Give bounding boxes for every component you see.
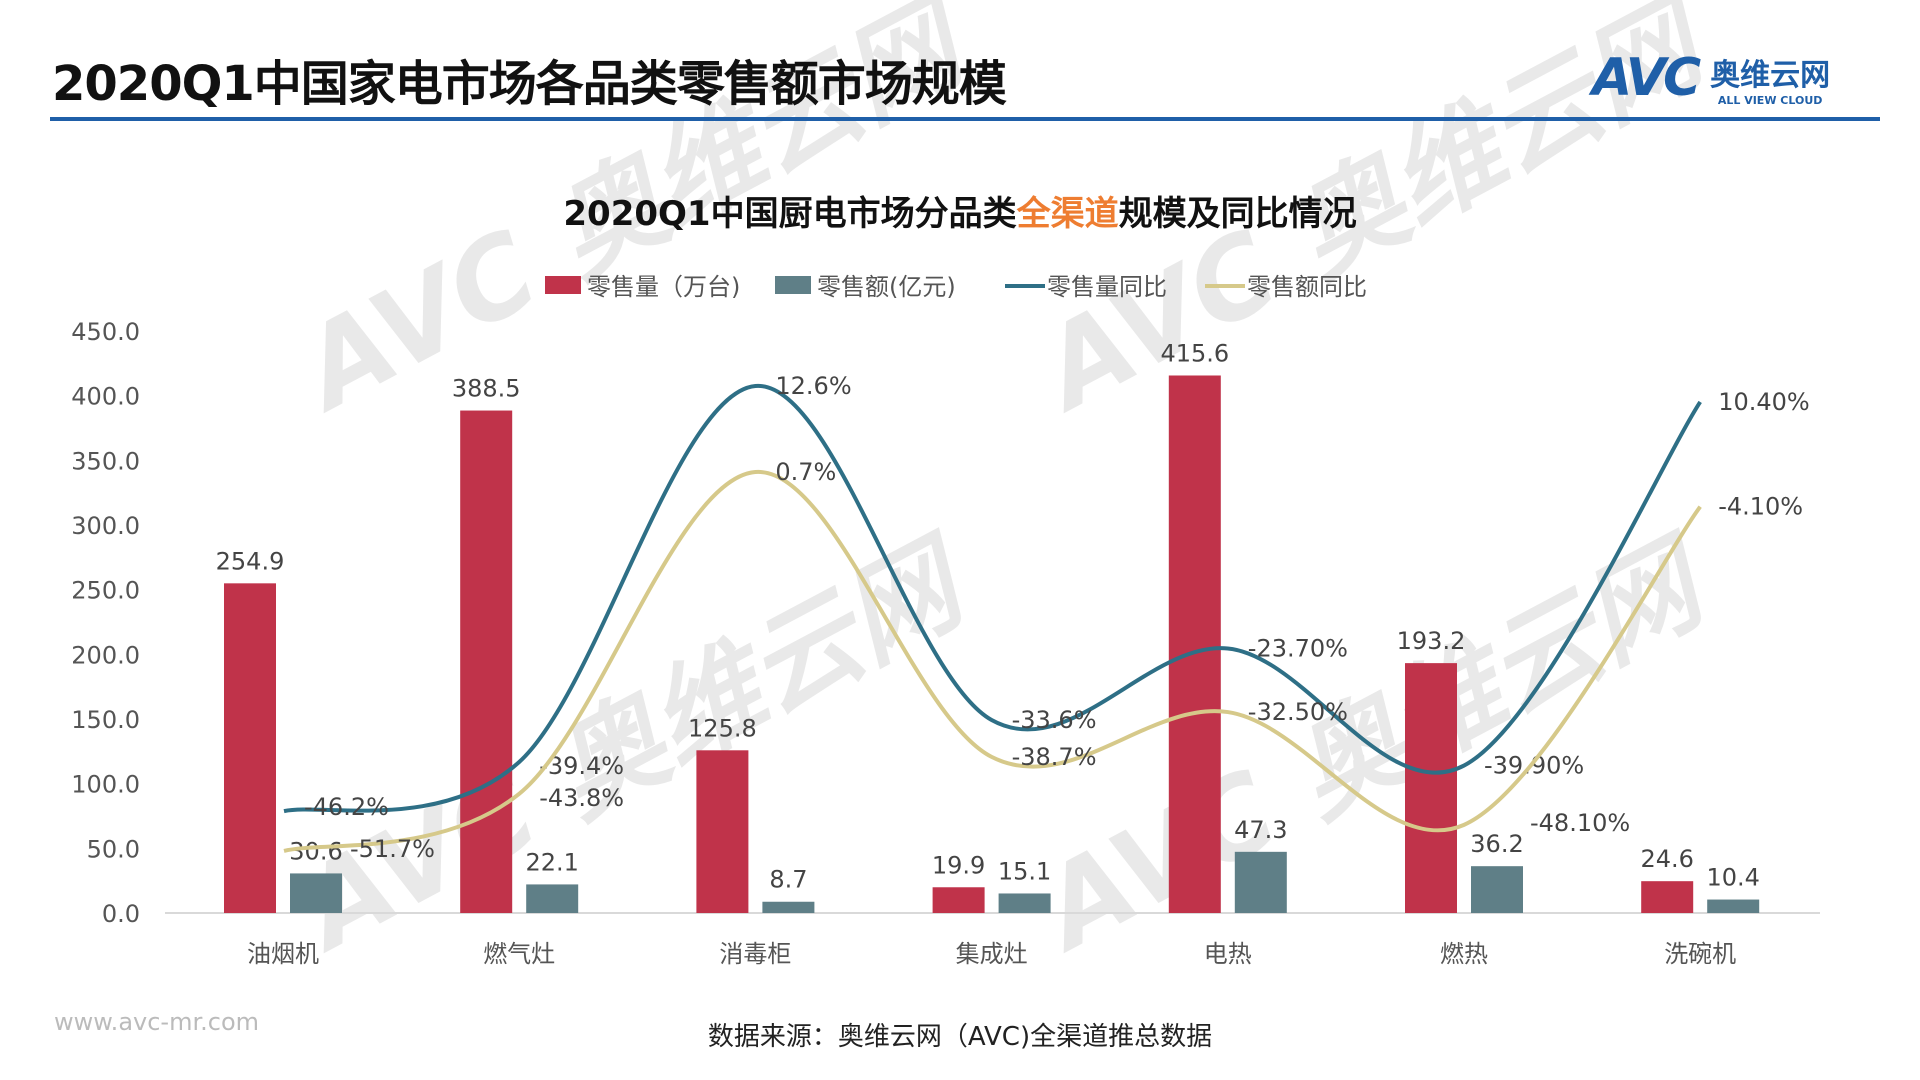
y-tick-label: 150.0 [71,706,140,734]
bar-data-label: 254.9 [216,547,285,575]
line-data-label: -51.7% [350,835,435,863]
y-tick-label: 200.0 [71,641,140,669]
x-tick-label: 燃气灶 [483,940,555,968]
y-tick-label: 250.0 [71,577,140,605]
line-data-label: -32.50% [1248,698,1348,726]
line-data-label: -48.10% [1530,809,1630,837]
bar-data-label: 19.9 [932,851,985,879]
x-tick-label: 油烟机 [247,940,319,968]
legend-swatch [545,276,581,294]
line-data-label: 10.40% [1718,388,1810,416]
bar-volume [1405,663,1457,913]
bar-data-label: 8.7 [769,866,807,894]
bar-sales [998,893,1051,913]
logo-avc-text: AVC [1592,48,1701,108]
bar-data-label: 24.6 [1640,845,1693,873]
bar-data-label: 22.1 [525,848,578,876]
line-data-label: -39.90% [1484,752,1584,780]
y-tick-label: 0.0 [102,900,140,928]
legend-label: 零售量同比 [1047,273,1167,301]
page-title: 2020Q1中国家电市场各品类零售额市场规模 [52,56,1007,112]
bar-sales [1707,899,1760,913]
line-data-label: -33.6% [1012,706,1097,734]
line-sales-yoy [283,470,1702,853]
bar-data-label: 15.1 [998,857,1051,885]
bar-data-label: 388.5 [452,375,521,403]
footer-url: www.avc-mr.com [54,1008,260,1036]
x-tick-label: 燃热 [1440,940,1488,968]
line-data-label: 0.7% [775,458,836,486]
bar-sales [1234,851,1287,913]
bar-sales [290,873,342,913]
bar-data-label: 30.6 [289,837,342,865]
legend-swatch [775,276,811,294]
chart-title: 2020Q1中国厨电市场分品类全渠道规模及同比情况 [563,194,1356,234]
legend: 零售量（万台) 零售额(亿元) 零售量同比 零售额同比 [545,273,1367,301]
x-tick-label: 消毒柜 [719,940,791,968]
bar-volume [460,410,513,913]
line-data-label: -38.7% [1012,743,1097,771]
x-tick-label: 集成灶 [956,940,1028,968]
bar-volume [696,750,749,913]
line-data-label: -23.70% [1248,634,1348,662]
x-tick-label: 电热 [1204,940,1252,968]
line-data-label: -43.8% [539,784,624,812]
bar-volume [1641,881,1694,913]
y-tick-label: 50.0 [87,835,140,863]
bar-data-label: 36.2 [1470,830,1523,858]
chart-title-part-1: 2020Q1中国厨电市场分品类 [563,194,1016,234]
data-source: 数据来源：奥维云网（AVC)全渠道推总数据 [707,1022,1213,1052]
x-tick-label: 洗碗机 [1664,940,1736,968]
bar-sales [762,901,815,913]
line-data-label: -46.2% [304,793,389,821]
legend-label: 零售量（万台) [587,273,740,301]
y-tick-label: 350.0 [71,447,140,475]
chart-title-highlight: 全渠道 [1016,194,1119,234]
bar-sales [526,884,579,913]
plot-area: 254.9 388.5 125.8 19.9 415.6 193.2 24.6 30.6 22.… [216,339,1810,913]
svg-text:AVC 奥维云网: AVC 奥维云网 [275,514,993,977]
y-tick-label: 400.0 [71,383,140,411]
bar-volume [1168,375,1221,913]
y-tick-label: 300.0 [71,512,140,540]
bar-data-label: 10.4 [1706,864,1759,892]
chart-title-part-3: 规模及同比情况 [1119,194,1357,234]
bar-data-label: 125.8 [688,714,757,742]
legend-label: 零售额同比 [1247,273,1367,301]
bar-volume [932,887,985,913]
bar-volume [224,583,276,913]
bar-data-label: 415.6 [1160,339,1229,367]
y-axis: 0.0 50.0 100.0 150.0 200.0 250.0 300.0 350.0 400… [71,318,1820,968]
logo-en-text: ALL VIEW CLOUD [1717,93,1823,107]
line-data-label: -4.10% [1718,493,1803,521]
y-tick-label: 450.0 [71,318,140,346]
bar-sales [1471,866,1523,913]
line-data-label: 12.6% [775,372,851,400]
y-tick-label: 100.0 [71,771,140,799]
legend-label: 零售额(亿元) [817,273,956,301]
title-divider [50,117,1880,121]
line-volume-yoy [283,383,1702,814]
bar-data-label: 47.3 [1234,816,1287,844]
logo-cn-text: 奥维云网 [1710,57,1831,93]
avc-logo: AVC 奥维云网 ALL VIEW CLOUD [1592,48,1830,108]
bar-data-label: 193.2 [1397,627,1466,655]
